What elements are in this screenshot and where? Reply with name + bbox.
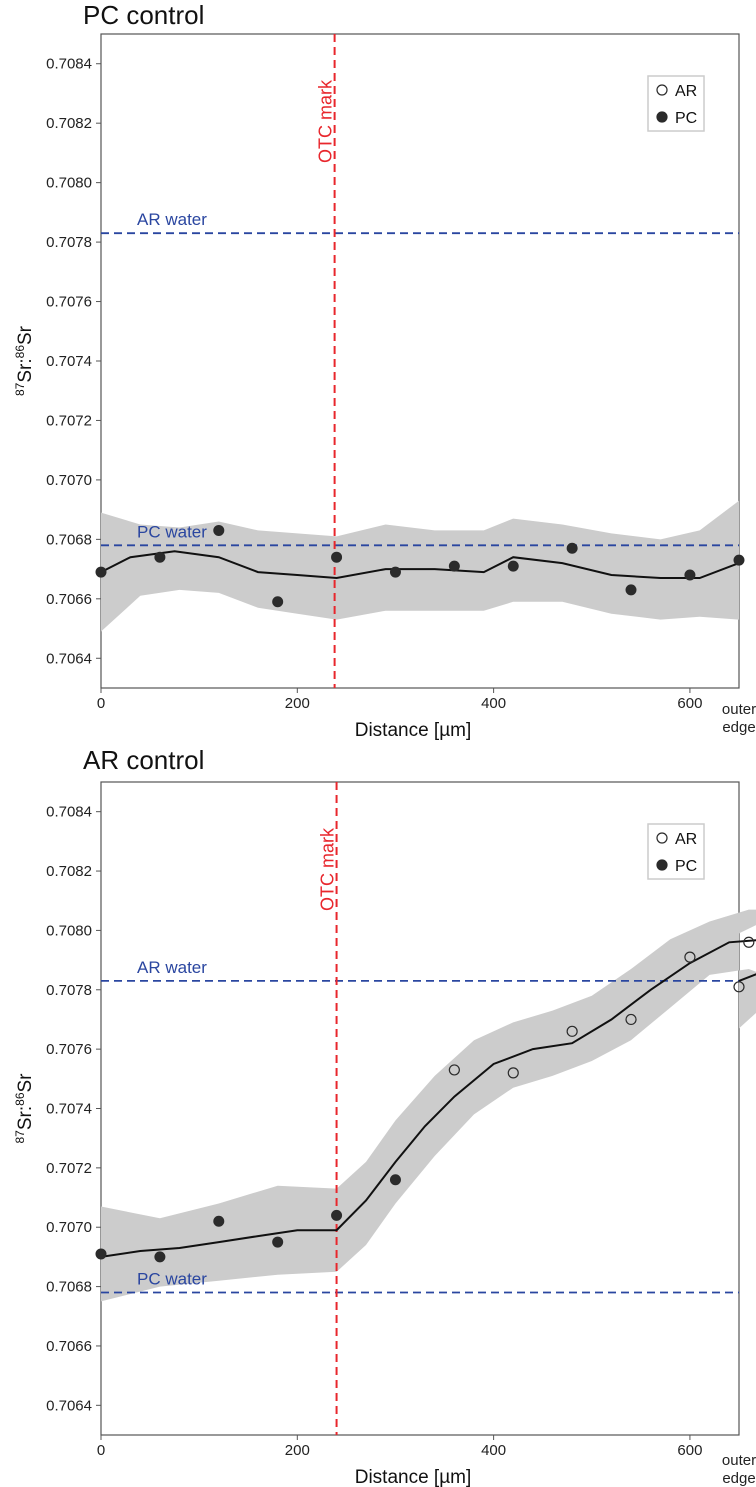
- confidence-band: [101, 909, 756, 1302]
- y-tick-label: 0.7082: [46, 863, 92, 880]
- reference-label-1: PC water: [137, 522, 207, 541]
- data-point-pc: [331, 551, 343, 563]
- data-point-ar: [507, 1067, 519, 1079]
- x-tick-label: 0: [97, 1442, 105, 1459]
- y-tick-label: 0.7068: [46, 1279, 92, 1296]
- data-point-pc: [625, 584, 637, 596]
- smooth-fit-line: [100, 550, 740, 580]
- x-tick-label: 200: [285, 1442, 310, 1459]
- reference-label-0: AR water: [137, 958, 207, 977]
- reference-label-2: OTC mark: [318, 827, 338, 911]
- data-point-pc: [389, 1174, 401, 1186]
- y-tick-label: 0.7064: [46, 650, 92, 667]
- x-axis-label: Distance [µm]: [355, 720, 472, 741]
- data-point-pc: [684, 569, 696, 581]
- data-point-pc: [507, 560, 519, 572]
- y-tick-label: 0.7074: [46, 1101, 92, 1118]
- data-point-ar: [743, 936, 755, 948]
- y-tick-label: 0.7064: [46, 1397, 92, 1414]
- legend-label-pc: PC: [675, 110, 697, 127]
- outer-edge-label-top-2: edge: [722, 719, 755, 736]
- data-point-pc: [733, 554, 745, 566]
- legend-marker-ar: [656, 84, 668, 96]
- x-tick-label: 400: [481, 1442, 506, 1459]
- legend-label-ar: AR: [675, 83, 697, 100]
- y-tick-label: 0.7084: [46, 56, 92, 73]
- y-axis-label: 87Sr:86Sr: [13, 325, 36, 396]
- y-tick-label: 0.7066: [46, 1338, 92, 1355]
- x-tick-label: 0: [97, 695, 105, 712]
- x-tick-label: 600: [677, 1442, 702, 1459]
- data-point-pc: [448, 560, 460, 572]
- data-point-pc: [154, 551, 166, 563]
- y-tick-label: 0.7084: [46, 804, 92, 821]
- smooth-fit-line: [100, 939, 756, 1258]
- y-tick-label: 0.7070: [46, 472, 92, 489]
- y-tick-label: 0.7074: [46, 353, 92, 370]
- y-axis-label: 87Sr:86Sr: [13, 1073, 36, 1144]
- data-point-pc: [389, 566, 401, 578]
- y-tick-label: 0.7072: [46, 1160, 92, 1177]
- chart-title: PC control: [83, 0, 204, 30]
- chart-title: AR control: [83, 745, 204, 775]
- reference-label-1: PC water: [137, 1270, 207, 1289]
- data-point-pc: [95, 566, 107, 578]
- legend: AR PC: [647, 75, 705, 132]
- chart-panel-1: PC control AR water PC water OTC mark 0.7064…: [13, 0, 745, 741]
- legend-marker-ar: [656, 832, 668, 844]
- x-tick-label: 200: [285, 695, 310, 712]
- legend-label-pc: PC: [675, 858, 697, 875]
- chart-panel-2: AR control AR water PC water OTC mark 0.7064…: [13, 745, 756, 1487]
- legend-box: [647, 75, 705, 132]
- legend-box: [647, 823, 705, 880]
- data-point-pc: [154, 1251, 166, 1263]
- legend-marker-pc: [656, 859, 668, 871]
- y-tick-label: 0.7072: [46, 412, 92, 429]
- data-point-pc: [213, 1215, 225, 1227]
- y-tick-label: 0.7078: [46, 982, 92, 999]
- y-tick-label: 0.7082: [46, 115, 92, 132]
- y-tick-label: 0.7080: [46, 175, 92, 192]
- confidence-band: [101, 500, 739, 632]
- data-point-ar: [448, 1064, 460, 1076]
- legend-marker-pc: [656, 111, 668, 123]
- y-tick-label: 0.7076: [46, 1041, 92, 1058]
- data-point-ar: [566, 1025, 578, 1037]
- data-point-pc: [213, 524, 225, 536]
- data-point-pc: [272, 1236, 284, 1248]
- legend-label-ar: AR: [675, 831, 697, 848]
- x-tick-label: 600: [677, 695, 702, 712]
- x-tick-label: 400: [481, 695, 506, 712]
- data-point-pc: [331, 1209, 343, 1221]
- reference-label-0: AR water: [137, 210, 207, 229]
- legend: AR PC: [647, 823, 705, 880]
- y-tick-label: 0.7076: [46, 294, 92, 311]
- reference-label-2: OTC mark: [316, 79, 336, 163]
- outer-edge-label-bottom-2: edge: [722, 1470, 755, 1487]
- y-tick-label: 0.7068: [46, 531, 92, 548]
- data-point-ar: [684, 951, 696, 963]
- data-point-ar: [625, 1013, 637, 1026]
- data-point-pc: [566, 542, 578, 554]
- y-tick-label: 0.7080: [46, 922, 92, 939]
- data-point-ar: [733, 981, 745, 993]
- y-tick-label: 0.7078: [46, 234, 92, 251]
- x-axis-label: Distance [µm]: [355, 1467, 472, 1487]
- outer-edge-label-top-1: outer: [722, 701, 756, 718]
- y-tick-label: 0.7070: [46, 1219, 92, 1236]
- data-point-pc: [272, 596, 284, 608]
- y-tick-label: 0.7066: [46, 591, 92, 608]
- outer-edge-label-bottom-1: outer: [722, 1452, 756, 1469]
- data-point-pc: [95, 1248, 107, 1260]
